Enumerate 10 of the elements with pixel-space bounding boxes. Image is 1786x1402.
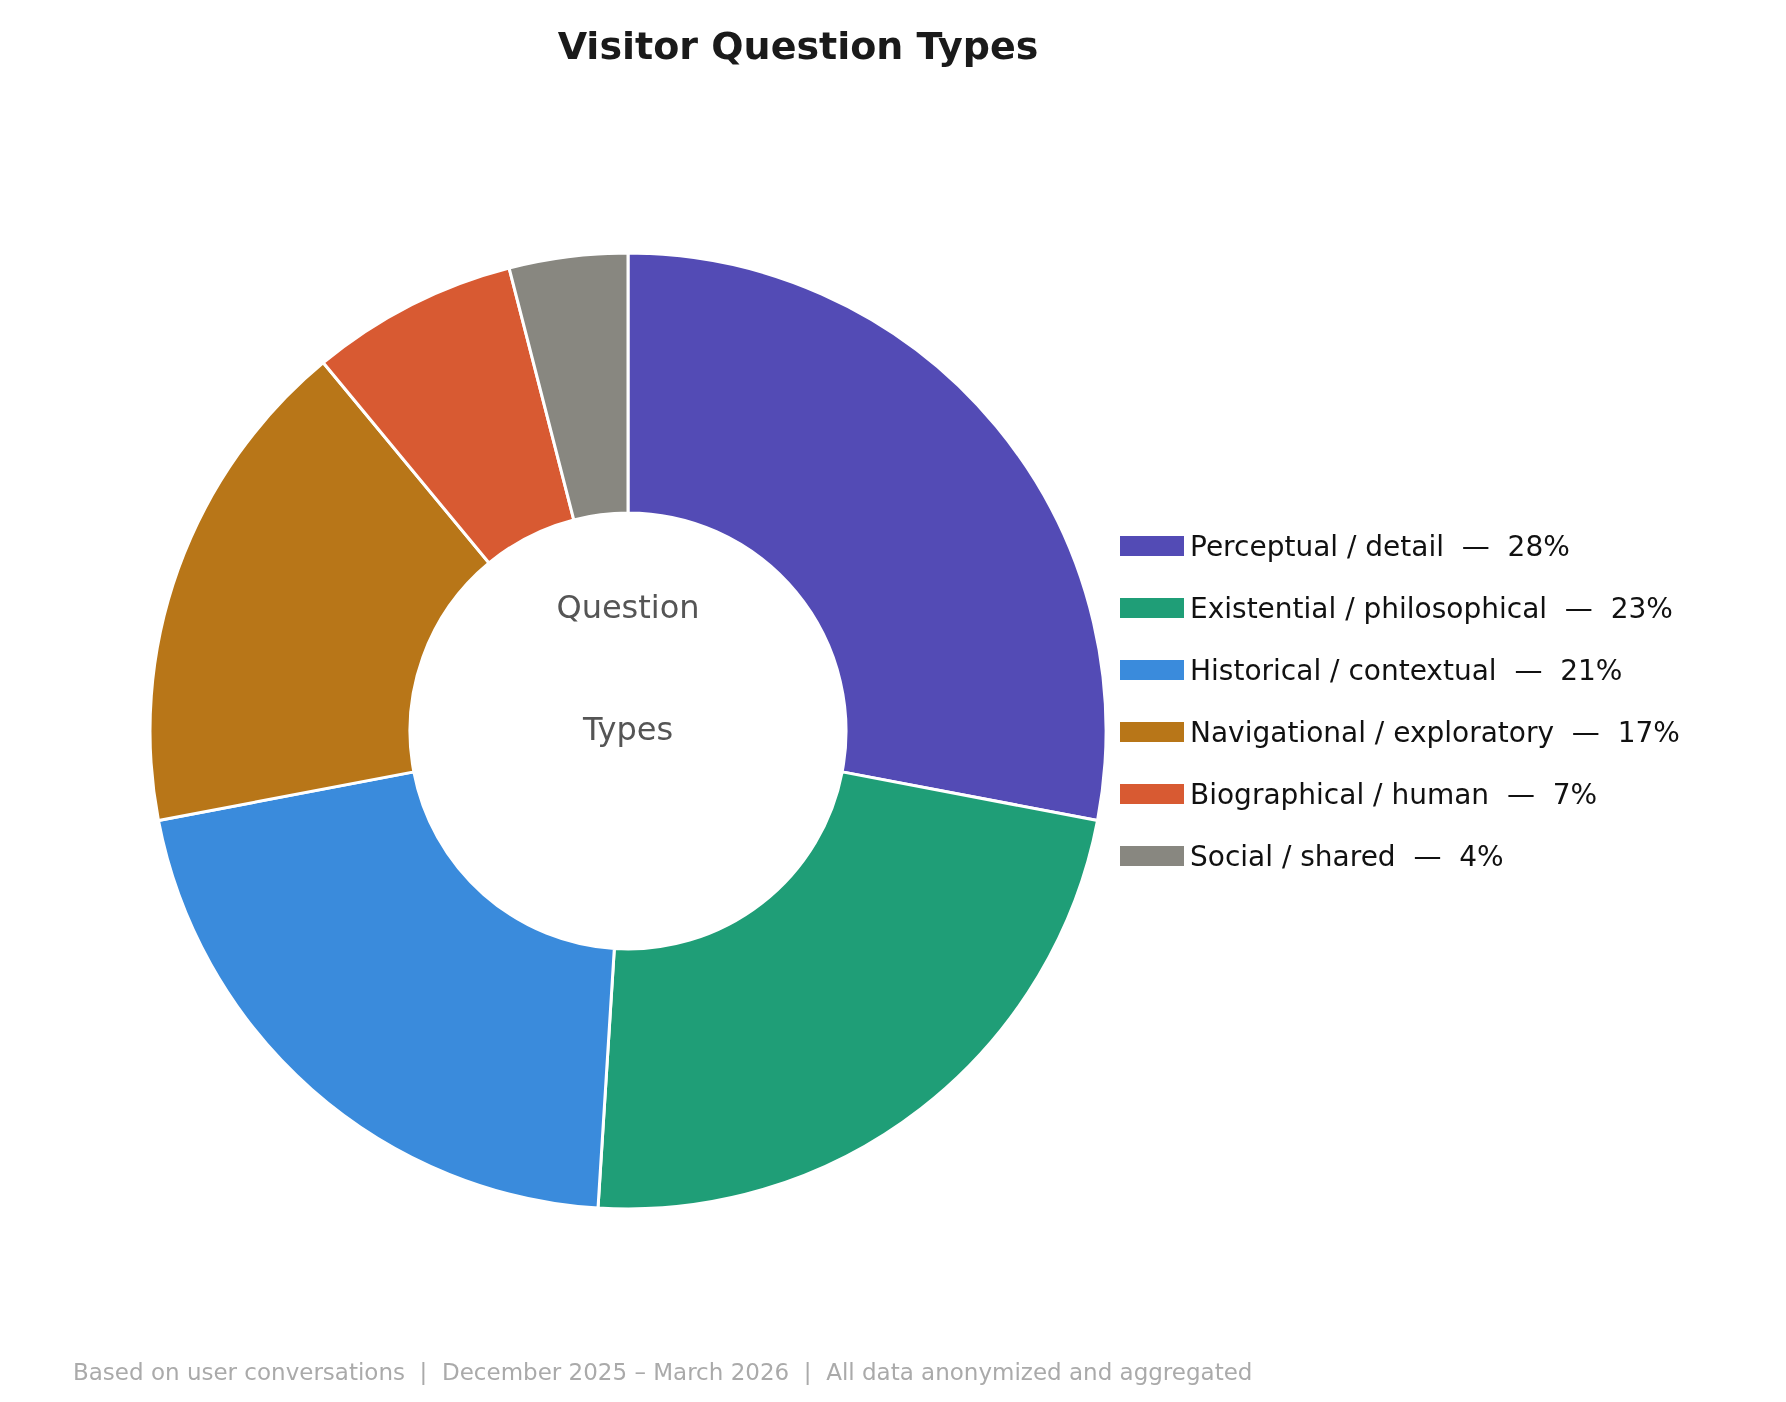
text: Types [581, 710, 674, 748]
legend-label: Existential / philosophical — 23% [1190, 591, 1673, 625]
chart-title: Visitor Question Types [557, 24, 1039, 68]
text: Based on user conversations | December 2025 – March 2026 | All data anonymized and aggregated [73, 1358, 1253, 1385]
legend-label: Social / shared — 4% [1190, 839, 1504, 873]
legend-label: Navigational / exploratory — 17% [1190, 715, 1680, 749]
legend-label: Historical / contextual — 21% [1190, 653, 1623, 687]
legend-label: Perceptual / detail — 28% [1190, 529, 1570, 563]
legend-label: Biographical / human — 7% [1190, 777, 1598, 811]
text: Question [556, 588, 700, 626]
